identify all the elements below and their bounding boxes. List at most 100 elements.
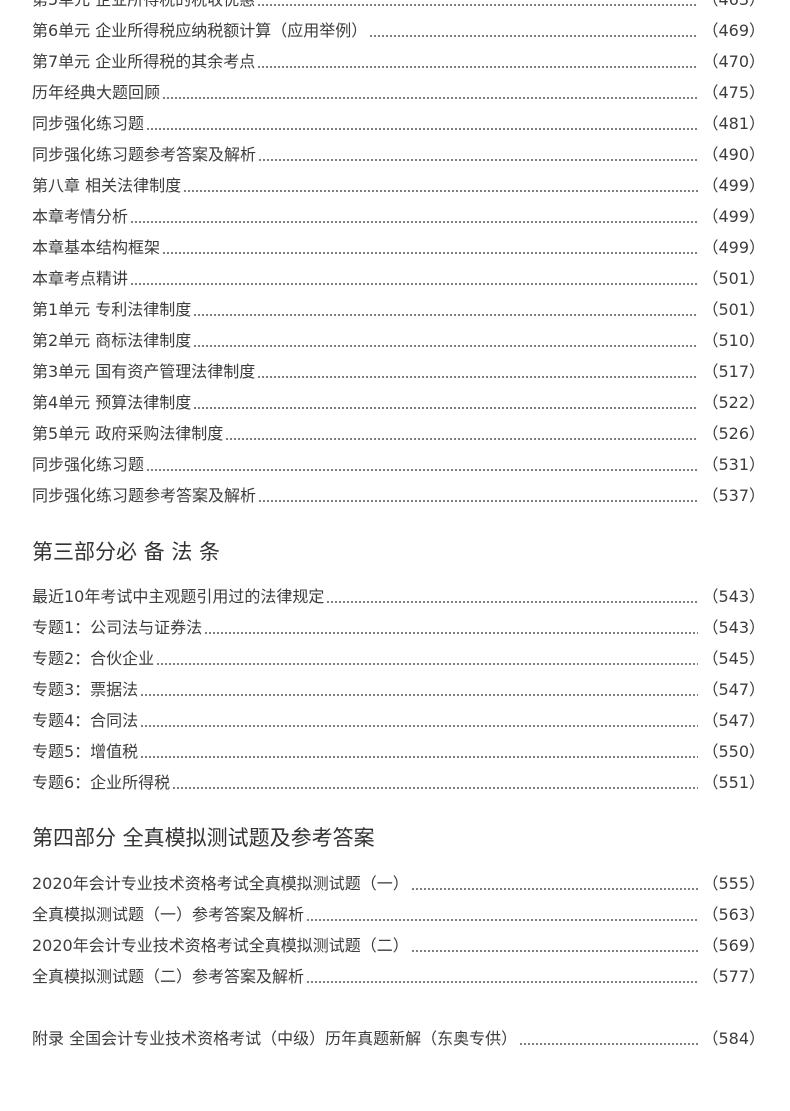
toc-entry-page: （475）: [702, 83, 765, 102]
dot-leader: [140, 694, 699, 696]
toc-entry-title: 全真模拟测试题（二）参考答案及解析: [32, 967, 305, 986]
toc-entry[interactable]: 历年经典大题回顾 （475）: [32, 81, 765, 105]
toc-entry[interactable]: 本章考情分析 （499）: [32, 205, 765, 229]
dot-leader: [519, 1043, 699, 1045]
dot-leader: [193, 314, 699, 316]
dot-leader: [257, 66, 699, 68]
toc-entry[interactable]: 全真模拟测试题（二）参考答案及解析 （577）: [32, 965, 765, 989]
toc-entry-title: 第1单元 专利法律制度: [32, 300, 192, 319]
toc-entry-page: （490）: [702, 145, 765, 164]
toc-entry[interactable]: 同步强化练习题 （531）: [32, 453, 765, 477]
toc-entry[interactable]: 本章基本结构框架 （499）: [32, 236, 765, 260]
toc-entry[interactable]: 本章考点精讲 （501）: [32, 267, 765, 291]
toc-entry-title: 同步强化练习题参考答案及解析: [32, 145, 257, 164]
dot-leader: [326, 601, 699, 603]
toc-entry-page: （463）: [702, 0, 765, 12]
dot-leader: [130, 221, 699, 223]
toc-entry[interactable]: 第6单元 企业所得税应纳税额计算（应用举例） （469）: [32, 19, 765, 43]
toc-entry-page: （522）: [702, 393, 765, 412]
toc-entry-title: 专题6：企业所得税: [32, 773, 171, 792]
toc-entry-page: （526）: [702, 424, 765, 443]
toc-entry[interactable]: 第7单元 企业所得税的其余考点 （470）: [32, 50, 765, 74]
toc-entry-title: 第3单元 国有资产管理法律制度: [32, 362, 256, 381]
toc-entry-title: 第4单元 预算法律制度: [32, 393, 192, 412]
toc-entry[interactable]: 同步强化练习题参考答案及解析 （537）: [32, 484, 765, 508]
toc-entry[interactable]: 第3单元 国有资产管理法律制度 （517）: [32, 360, 765, 384]
toc-entry-page: （470）: [702, 52, 765, 71]
toc-entry[interactable]: 2020年会计专业技术资格考试全真模拟测试题（二） （569）: [32, 934, 765, 958]
part3-heading: 第三部分必 备 法 条: [32, 540, 221, 564]
toc-entry-title: 本章基本结构框架: [32, 238, 161, 257]
toc-entry-title: 附录 全国会计专业技术资格考试（中级）历年真题新解（东奥专供）: [32, 1029, 518, 1048]
toc-entry-page: （469）: [702, 21, 765, 40]
toc-entry-page: （543）: [702, 587, 765, 606]
toc-entry[interactable]: 全真模拟测试题（一）参考答案及解析 （563）: [32, 903, 765, 927]
toc-entry-title: 本章考情分析: [32, 207, 129, 226]
toc-entry-page: （555）: [702, 874, 765, 893]
dot-leader: [146, 469, 699, 471]
toc-entry-page: （517）: [702, 362, 765, 381]
toc-entry-page: （547）: [702, 711, 765, 730]
toc-entry-page: （577）: [702, 967, 765, 986]
toc-entry-page: （499）: [702, 238, 765, 257]
toc-entry[interactable]: 第2单元 商标法律制度 （510）: [32, 329, 765, 353]
toc-entry-title: 专题3：票据法: [32, 680, 139, 699]
toc-entry[interactable]: 第4单元 预算法律制度 （522）: [32, 391, 765, 415]
toc-entry-title: 第6单元 企业所得税应纳税额计算（应用举例）: [32, 21, 368, 40]
toc-entry-page: （543）: [702, 618, 765, 637]
toc-entry[interactable]: 专题2：合伙企业 （545）: [32, 647, 765, 671]
toc-entry-page: （569）: [702, 936, 765, 955]
dot-leader: [162, 252, 699, 254]
toc-entry-title: 本章考点精讲: [32, 269, 129, 288]
toc-entry-page: （531）: [702, 455, 765, 474]
toc-entry[interactable]: 第1单元 专利法律制度 （501）: [32, 298, 765, 322]
toc-entry-title: 全真模拟测试题（一）参考答案及解析: [32, 905, 305, 924]
toc-entry[interactable]: 最近10年考试中主观题引用过的法律规定 （543）: [32, 585, 765, 609]
toc-entry-title: 专题5：增值税: [32, 742, 139, 761]
toc-entry[interactable]: 第八章 相关法律制度 （499）: [32, 174, 765, 198]
dot-leader: [146, 128, 699, 130]
toc-entry-page: （563）: [702, 905, 765, 924]
toc-entry-page: （537）: [702, 486, 765, 505]
dot-leader: [193, 407, 699, 409]
toc-entry[interactable]: 专题5：增值税 （550）: [32, 740, 765, 764]
toc-entry-title: 历年经典大题回顾: [32, 83, 161, 102]
dot-leader: [225, 438, 699, 440]
toc-entry-page: （501）: [702, 300, 765, 319]
dot-leader: [140, 756, 699, 758]
toc-entry-title: 第5单元 政府采购法律制度: [32, 424, 224, 443]
toc-entry[interactable]: 专题4：合同法 （547）: [32, 709, 765, 733]
toc-entry-page: （481）: [702, 114, 765, 133]
dot-leader: [183, 190, 699, 192]
toc-entry-title: 第5单元 企业所得税的税收优惠: [32, 0, 255, 12]
dot-leader: [162, 97, 699, 99]
toc-entry-page: （499）: [702, 207, 765, 226]
toc-entry[interactable]: 专题3：票据法 （547）: [32, 678, 765, 702]
toc-entry[interactable]: 同步强化练习题参考答案及解析 （490）: [32, 143, 765, 167]
toc-entry[interactable]: 第5单元 企业所得税的税收优惠 （463）: [32, 0, 765, 12]
toc-entry[interactable]: 附录 全国会计专业技术资格考试（中级）历年真题新解（东奥专供） （584）: [32, 1027, 765, 1051]
toc-entry-page: （499）: [702, 176, 765, 195]
toc-entry[interactable]: 专题1：公司法与证券法 （543）: [32, 616, 765, 640]
dot-leader: [306, 919, 699, 921]
toc-entry-title: 最近10年考试中主观题引用过的法律规定: [32, 587, 325, 606]
toc-entry[interactable]: 第5单元 政府采购法律制度 （526）: [32, 422, 765, 446]
part4-heading: 第四部分 全真模拟测试题及参考答案: [32, 826, 375, 850]
toc-entry-page: （545）: [702, 649, 765, 668]
toc-entry-title: 第八章 相关法律制度: [32, 176, 182, 195]
dot-leader: [156, 663, 699, 665]
toc-entry[interactable]: 专题6：企业所得税 （551）: [32, 771, 765, 795]
dot-leader: [369, 35, 699, 37]
dot-leader: [140, 725, 699, 727]
dot-leader: [257, 4, 699, 6]
toc-entry[interactable]: 同步强化练习题 （481）: [32, 112, 765, 136]
toc-entry-title: 2020年会计专业技术资格考试全真模拟测试题（一）: [32, 874, 409, 893]
dot-leader: [257, 376, 699, 378]
toc-entry-page: （550）: [702, 742, 765, 761]
toc-entry-title: 第2单元 商标法律制度: [32, 331, 192, 350]
toc-entry-page: （551）: [702, 773, 765, 792]
toc-entry-page: （584）: [702, 1029, 765, 1048]
dot-leader: [172, 787, 699, 789]
toc-entry[interactable]: 2020年会计专业技术资格考试全真模拟测试题（一） （555）: [32, 872, 765, 896]
toc-entry-title: 第7单元 企业所得税的其余考点: [32, 52, 256, 71]
